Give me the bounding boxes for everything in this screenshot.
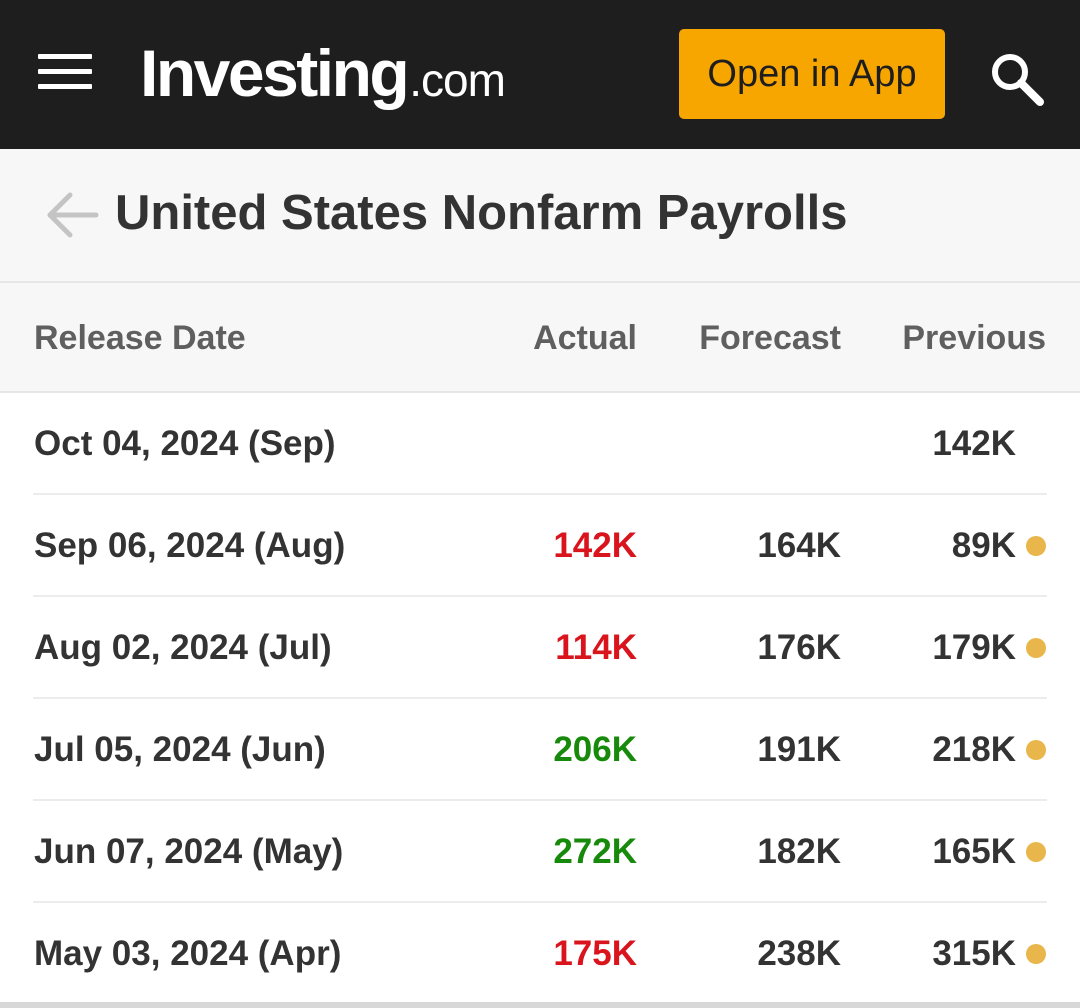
actual-cell: 175K [553, 934, 637, 973]
logo-suffix-text: .com [409, 54, 506, 106]
revised-dot-icon[interactable] [1026, 842, 1046, 862]
table-row: Jun 07, 2024 (May) 272K 182K 165K [33, 801, 1047, 903]
hamburger-menu-icon[interactable] [38, 54, 92, 90]
actual-cell: 272K [553, 832, 637, 871]
table-row: May 03, 2024 (Apr) 175K 238K 315K [33, 903, 1047, 1005]
previous-cell: 165K [932, 832, 1016, 871]
actual-cell: 114K [555, 628, 637, 667]
forecast-cell: 164K [757, 526, 841, 565]
top-navigation-bar: Investing .com Open in App [0, 0, 1080, 149]
revised-dot-icon[interactable] [1026, 638, 1046, 658]
table-row: Jul 05, 2024 (Jun) 206K 191K 218K [33, 699, 1047, 801]
forecast-cell: 176K [757, 628, 841, 667]
page-title: United States Nonfarm Payrolls [115, 186, 848, 240]
previous-cell: 179K [932, 628, 1016, 667]
revised-dot-icon[interactable] [1026, 740, 1046, 760]
forecast-cell: 182K [757, 832, 841, 871]
column-header-previous[interactable]: Previous [902, 319, 1046, 357]
table-header: Release Date Actual Forecast Previous [0, 283, 1080, 393]
page-title-bar: United States Nonfarm Payrolls [0, 149, 1080, 283]
release-date-cell: Oct 04, 2024 (Sep) [34, 424, 336, 463]
column-header-forecast[interactable]: Forecast [699, 319, 841, 357]
revised-dot-icon[interactable] [1026, 536, 1046, 556]
forecast-cell: 238K [757, 934, 841, 973]
table-row: Oct 04, 2024 (Sep) 142K [33, 393, 1047, 495]
back-arrow-icon[interactable] [44, 189, 100, 241]
open-in-app-button[interactable]: Open in App [679, 29, 945, 119]
release-date-cell: Sep 06, 2024 (Aug) [34, 526, 346, 565]
actual-cell: 142K [553, 526, 637, 565]
release-date-cell: May 03, 2024 (Apr) [34, 934, 342, 973]
previous-cell: 218K [932, 730, 1016, 769]
bottom-divider [0, 1002, 1080, 1008]
column-header-actual[interactable]: Actual [533, 319, 637, 357]
table-row: Aug 02, 2024 (Jul) 114K 176K 179K [33, 597, 1047, 699]
logo-main-text: Investing [140, 36, 410, 110]
actual-cell: 206K [553, 730, 637, 769]
investing-logo[interactable]: Investing .com [140, 30, 506, 116]
previous-cell: 142K [932, 424, 1016, 463]
search-icon[interactable] [986, 48, 1046, 108]
column-header-release-date[interactable]: Release Date [34, 319, 246, 357]
release-date-cell: Aug 02, 2024 (Jul) [34, 628, 332, 667]
table-row: Sep 06, 2024 (Aug) 142K 164K 89K [33, 495, 1047, 597]
previous-cell: 89K [951, 526, 1016, 565]
previous-cell: 315K [932, 934, 1016, 973]
revised-dot-icon[interactable] [1026, 944, 1046, 964]
release-date-cell: Jun 07, 2024 (May) [34, 832, 344, 871]
forecast-cell: 191K [757, 730, 841, 769]
release-history-table: Oct 04, 2024 (Sep) 142K Sep 06, 2024 (Au… [0, 393, 1080, 1005]
release-date-cell: Jul 05, 2024 (Jun) [34, 730, 326, 769]
